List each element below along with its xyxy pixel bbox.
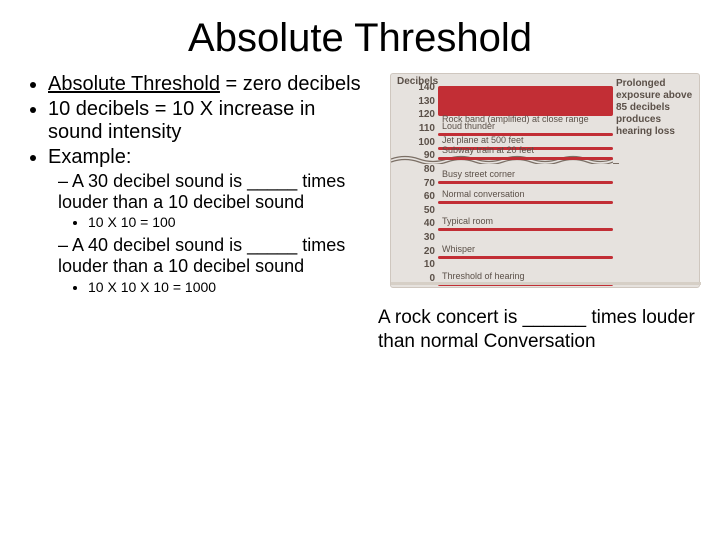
chart-callout-line (613, 163, 619, 164)
chart-item-label: Loud thunder (442, 122, 611, 132)
bullet-list-level2: A 30 decibel sound is _____ times louder… (48, 171, 364, 295)
chart-bottom-separator (391, 282, 701, 285)
chart-tick-label: 30 (391, 233, 435, 243)
chart-callout: Prolonged exposure above 85 decibels pro… (616, 78, 696, 138)
content-row: Absolute Threshold = zero decibels 10 de… (0, 69, 720, 364)
page-title: Absolute Threshold (0, 0, 720, 69)
bullets-panel: Absolute Threshold = zero decibels 10 de… (20, 73, 370, 354)
bullet-list-level3: 10 X 10 = 100 (58, 214, 364, 231)
chart-tick-label: 100 (391, 138, 435, 148)
chart-tick-label: 10 (391, 260, 435, 270)
chart-tick-label: 110 (391, 124, 435, 134)
chart-tick-label: 50 (391, 206, 435, 216)
chart-item-label: Jet plane at 500 feet (442, 136, 611, 146)
chart-tick-label: 130 (391, 97, 435, 107)
chart-tick-label: 70 (391, 179, 435, 189)
chart-tick-label: 140 (391, 83, 435, 93)
calc-bullet-item: 10 X 10 = 100 (88, 214, 364, 231)
bullet-item: 10 decibels = 10 X increase in sound int… (48, 98, 364, 144)
chart-tick-label: 80 (391, 165, 435, 175)
bullet-item: Absolute Threshold = zero decibels (48, 73, 364, 96)
bullet-list-level1: Absolute Threshold = zero decibels 10 de… (20, 73, 364, 295)
chart-item-label: Busy street corner (442, 170, 611, 180)
bullet-text: Example: (48, 146, 131, 168)
chart-bar (438, 181, 613, 184)
sub-bullet-text: A 30 decibel sound is _____ times louder… (58, 171, 345, 212)
bullet-list-level3: 10 X 10 X 10 = 1000 (58, 279, 364, 296)
chart-item-label: Normal conversation (442, 190, 611, 200)
chart-item-label: Whisper (442, 245, 611, 255)
sub-bullet-item: A 40 decibel sound is _____ times louder… (58, 235, 364, 295)
sub-bullet-item: A 30 decibel sound is _____ times louder… (58, 171, 364, 231)
bullet-item: Example: A 30 decibel sound is _____ tim… (48, 146, 364, 295)
chart-item-label: Typical room (442, 217, 611, 227)
chart-tick-label: 120 (391, 110, 435, 120)
chart-bar (438, 201, 613, 204)
calc-bullet-item: 10 X 10 X 10 = 1000 (88, 279, 364, 296)
chart-bar (438, 86, 613, 116)
chart-tick-label: 60 (391, 192, 435, 202)
chart-item-label: Threshold of hearing (442, 272, 611, 282)
bullet-text: = zero decibels (220, 73, 361, 95)
chart-tick-label: 40 (391, 219, 435, 229)
chart-tick-label: 20 (391, 247, 435, 257)
chart-item-label: Subway train at 20 feet (442, 146, 611, 156)
sub-bullet-text: A 40 decibel sound is _____ times louder… (58, 235, 345, 276)
bullet-underlined: Absolute Threshold (48, 73, 220, 95)
right-panel: Decibels 1401301201101009080706050403020… (370, 73, 700, 354)
chart-bar (438, 228, 613, 231)
chart-bar (438, 256, 613, 259)
decibel-chart: Decibels 1401301201101009080706050403020… (390, 73, 700, 288)
question-text: A rock concert is ______ times louder th… (378, 306, 700, 354)
